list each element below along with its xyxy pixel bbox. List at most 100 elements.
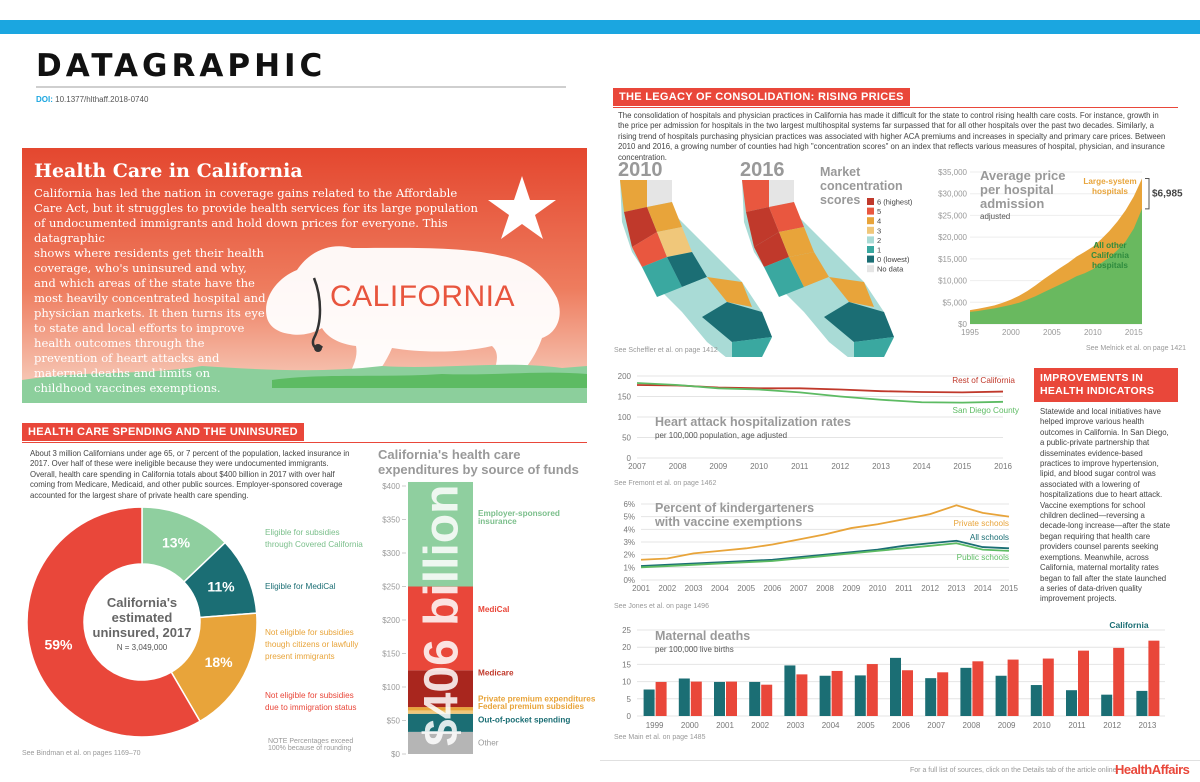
hero-body: California has led the nation in coverag… bbox=[34, 186, 494, 396]
mat-bar bbox=[866, 664, 878, 716]
price-source: See Melnick et al. on page 1421 bbox=[1086, 345, 1186, 352]
x-tick-label: 2012 bbox=[921, 584, 939, 593]
exp-segment-label: Out-of-pocket spending bbox=[478, 716, 570, 725]
mat-bar bbox=[655, 681, 667, 716]
exp-segment-label: Employer-sponsored insurance bbox=[478, 509, 560, 526]
price-series-label: All other California hospitals bbox=[1091, 241, 1129, 270]
mat-y-tick: 5 bbox=[627, 695, 632, 704]
mat-bar bbox=[1148, 640, 1160, 716]
exp-segment bbox=[408, 670, 473, 708]
vaccine-source: See Jones et al. on page 1496 bbox=[614, 603, 709, 610]
x-tick-label: 2009 bbox=[709, 462, 727, 471]
brand-logo: HealthAffairs bbox=[1115, 762, 1190, 777]
x-tick-label: 2009 bbox=[842, 584, 860, 593]
mat-y-tick: 20 bbox=[622, 643, 631, 652]
map-year-2010: 2010 bbox=[618, 159, 663, 181]
mat-x-tick: 2002 bbox=[751, 721, 769, 730]
x-tick-label: 2001 bbox=[632, 584, 650, 593]
map-legend-title: Market concentration scores bbox=[820, 165, 903, 207]
donut-callout-label: Eligible for MediCal bbox=[265, 582, 336, 591]
mat-bar bbox=[995, 675, 1007, 716]
map-2010 bbox=[620, 180, 772, 357]
california-label: CALIFORNIA bbox=[330, 280, 516, 313]
mat-y-tick: 10 bbox=[622, 678, 631, 687]
map-legend-swatch bbox=[867, 198, 874, 205]
mat-x-tick: 2000 bbox=[681, 721, 699, 730]
mat-bar bbox=[890, 657, 901, 716]
series-label: Private schools bbox=[953, 519, 1009, 528]
map-2016 bbox=[742, 180, 894, 357]
exp-y-tick: $50 bbox=[387, 717, 401, 726]
chart-title: Heart attack hospitalization rates bbox=[655, 415, 851, 429]
x-tick-label: 2016 bbox=[994, 462, 1012, 471]
map-legend-swatch bbox=[867, 236, 874, 244]
x-tick-label: 2004 bbox=[711, 584, 729, 593]
x-tick-label: 2010 bbox=[869, 584, 887, 593]
exp-y-tick: $400 bbox=[382, 482, 400, 491]
price-gap-bracket bbox=[1145, 178, 1150, 210]
x-tick-label: 2011 bbox=[791, 462, 809, 471]
mat-bar bbox=[690, 681, 702, 716]
x-tick-label: 2008 bbox=[816, 584, 834, 593]
star-icon bbox=[488, 176, 556, 239]
vaccine-chart: 0% 1% 2% 3% 4% 5% 6% 2001 2002 2003 2004 2005 2006 20… bbox=[623, 500, 1018, 593]
mat-bar bbox=[1136, 690, 1148, 716]
mat-bar bbox=[1042, 658, 1054, 716]
y-tick-label: 0 bbox=[627, 454, 632, 463]
mat-bar bbox=[902, 670, 913, 716]
x-tick-label: 2003 bbox=[685, 584, 703, 593]
exp-y-tick: $200 bbox=[382, 616, 400, 625]
y-tick-label: 100 bbox=[618, 413, 632, 422]
x-tick-label: 2013 bbox=[872, 462, 890, 471]
masthead-title: DATAGRAPHIC bbox=[36, 48, 327, 84]
x-tick-label: 2015 bbox=[1000, 584, 1018, 593]
mat-bar bbox=[1007, 659, 1019, 716]
mat-bar bbox=[1113, 647, 1125, 716]
spending-heading: HEALTH CARE SPENDING AND THE UNINSURED bbox=[22, 423, 304, 441]
mat-x-tick: 2008 bbox=[963, 721, 981, 730]
doi-value: 10.1377/hlthaff.2018-0740 bbox=[55, 95, 149, 104]
exp-segment-label: Medicare bbox=[478, 669, 514, 678]
concentration-maps: 2010 2016 Market concentration scores 6 (hi… bbox=[618, 159, 913, 357]
exp-segment-label: MediCal bbox=[478, 605, 509, 614]
map-legend-label: 6 (highest) bbox=[877, 198, 913, 207]
exp-y-tick: $150 bbox=[382, 650, 400, 659]
mat-x-tick: 2006 bbox=[892, 721, 910, 730]
y-tick-label: 50 bbox=[622, 434, 631, 443]
exp-segment bbox=[408, 481, 473, 587]
mat-bar bbox=[1066, 690, 1077, 716]
mat-bar bbox=[960, 667, 972, 716]
mat-bar bbox=[643, 689, 655, 716]
mat-x-tick: 2005 bbox=[857, 721, 875, 730]
mat-x-tick: 2013 bbox=[1139, 721, 1157, 730]
x-tick-label: 2005 bbox=[737, 584, 755, 593]
mat-bar bbox=[1101, 694, 1113, 716]
mat-bar bbox=[714, 681, 725, 716]
exp-y-tick: $250 bbox=[382, 583, 400, 592]
map-legend-swatch bbox=[867, 217, 874, 225]
mat-bar bbox=[937, 672, 949, 716]
spending-intro: About 3 million Californians under age 6… bbox=[30, 449, 350, 500]
x-tick-label: 2014 bbox=[913, 462, 931, 471]
map-legend-label: 5 bbox=[877, 207, 881, 216]
mat-bar bbox=[678, 678, 690, 716]
price-x-tick: 2015 bbox=[1125, 328, 1143, 337]
exp-y-tick: $350 bbox=[382, 516, 400, 525]
x-tick-label: 2011 bbox=[895, 584, 913, 593]
mat-bar bbox=[854, 675, 866, 716]
exp-segment-label: Federal premium subsidies bbox=[478, 702, 584, 711]
spending-source: See Bindman et al. on pages 1169–70 bbox=[22, 750, 141, 757]
mat-y-tick: 15 bbox=[622, 660, 631, 669]
improvements-heading: IMPROVEMENTS IN HEALTH INDICATORS bbox=[1034, 368, 1178, 402]
x-tick-label: 2012 bbox=[831, 462, 849, 471]
price-x-tick: 1995 bbox=[961, 328, 979, 337]
price-chart: $0 $5,000 $10,000 $15,000 $20,000 $25,000 $30,… bbox=[938, 168, 1186, 352]
map-source: See Scheffler et al. on page 1412 bbox=[614, 347, 718, 354]
mat-bar bbox=[726, 681, 737, 716]
mat-bar bbox=[1078, 650, 1089, 716]
hero-body-part1: California has led the nation in coverag… bbox=[34, 186, 478, 245]
top-band bbox=[0, 0, 1200, 20]
mat-bar bbox=[972, 661, 984, 716]
series-label: Public schools bbox=[957, 553, 1009, 562]
consolidation-intro: The consolidation of hospitals and physi… bbox=[618, 111, 1166, 162]
